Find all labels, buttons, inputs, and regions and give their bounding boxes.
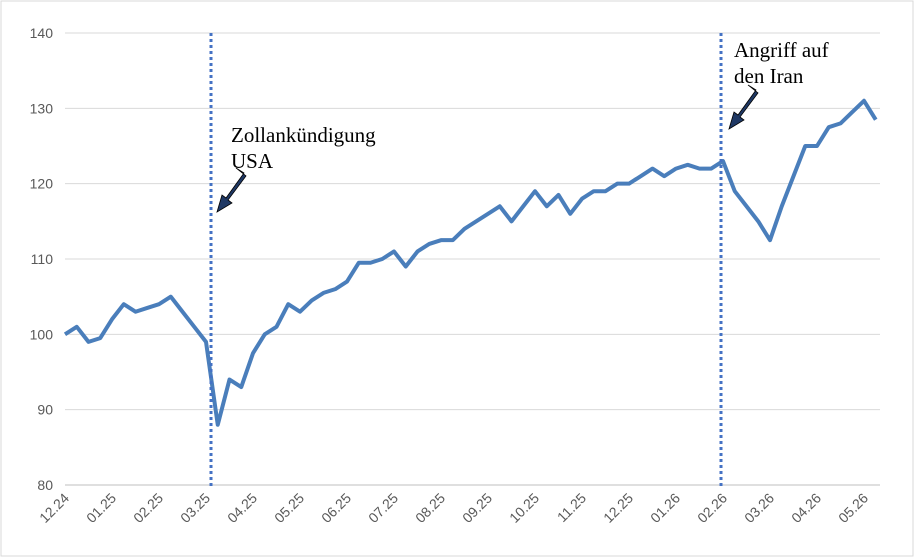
annotation: Zollankündigung xyxy=(231,123,376,147)
annotation: Angriff auf xyxy=(734,38,829,62)
y-tick-label: 140 xyxy=(30,25,54,41)
arrow xyxy=(728,84,759,130)
y-tick-label: 110 xyxy=(31,251,54,267)
line-series xyxy=(63,98,878,427)
marks xyxy=(63,98,878,427)
annotation: den Iran xyxy=(734,64,804,88)
y-tick-label: 90 xyxy=(37,402,53,418)
y-tick-label: 80 xyxy=(37,477,53,493)
annotation: USA xyxy=(231,149,274,173)
y-tick-label: 120 xyxy=(30,176,54,192)
y-tick-label: 130 xyxy=(30,100,54,116)
y-tick-label: 100 xyxy=(30,326,54,342)
arrow xyxy=(216,167,247,213)
